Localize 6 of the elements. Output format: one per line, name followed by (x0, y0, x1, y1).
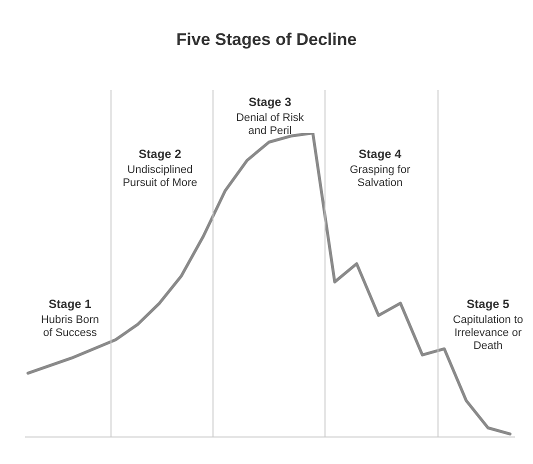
annotation: Stage 4 Grasping for Salvation (348, 147, 412, 190)
annotation: Stage 2 Undisciplined Pursuit of More (122, 147, 198, 190)
annotation: Stage 3 Denial of Risk and Peril (235, 95, 305, 138)
chart-title: Five Stages of Decline (175, 30, 358, 50)
annotation: Stage 5 Capitulation to Irrelevance or Death (452, 297, 524, 353)
annotation: Stage 1 Hubris Born of Success (40, 297, 100, 340)
